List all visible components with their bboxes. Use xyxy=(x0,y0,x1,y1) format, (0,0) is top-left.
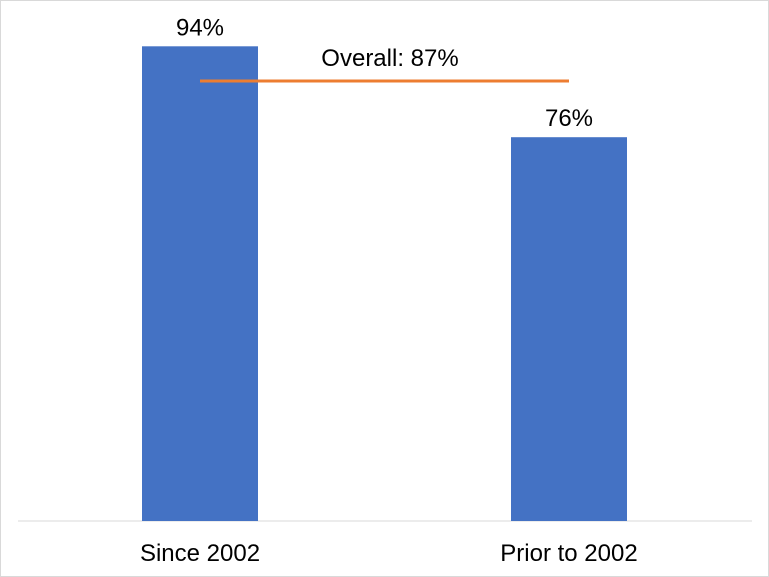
overall-reference-label: Overall: 87% xyxy=(321,45,458,72)
value-labels-group: 94% 76% xyxy=(176,14,593,132)
bar-since-2002 xyxy=(142,46,258,522)
bar-prior-to-2002 xyxy=(511,137,627,521)
bars-group xyxy=(142,46,627,522)
category-labels-group: Since 2002 Prior to 2002 xyxy=(140,540,638,567)
value-label: 76% xyxy=(545,105,593,132)
category-label: Since 2002 xyxy=(140,540,260,567)
value-label: 94% xyxy=(176,14,224,41)
category-label: Prior to 2002 xyxy=(500,540,637,567)
